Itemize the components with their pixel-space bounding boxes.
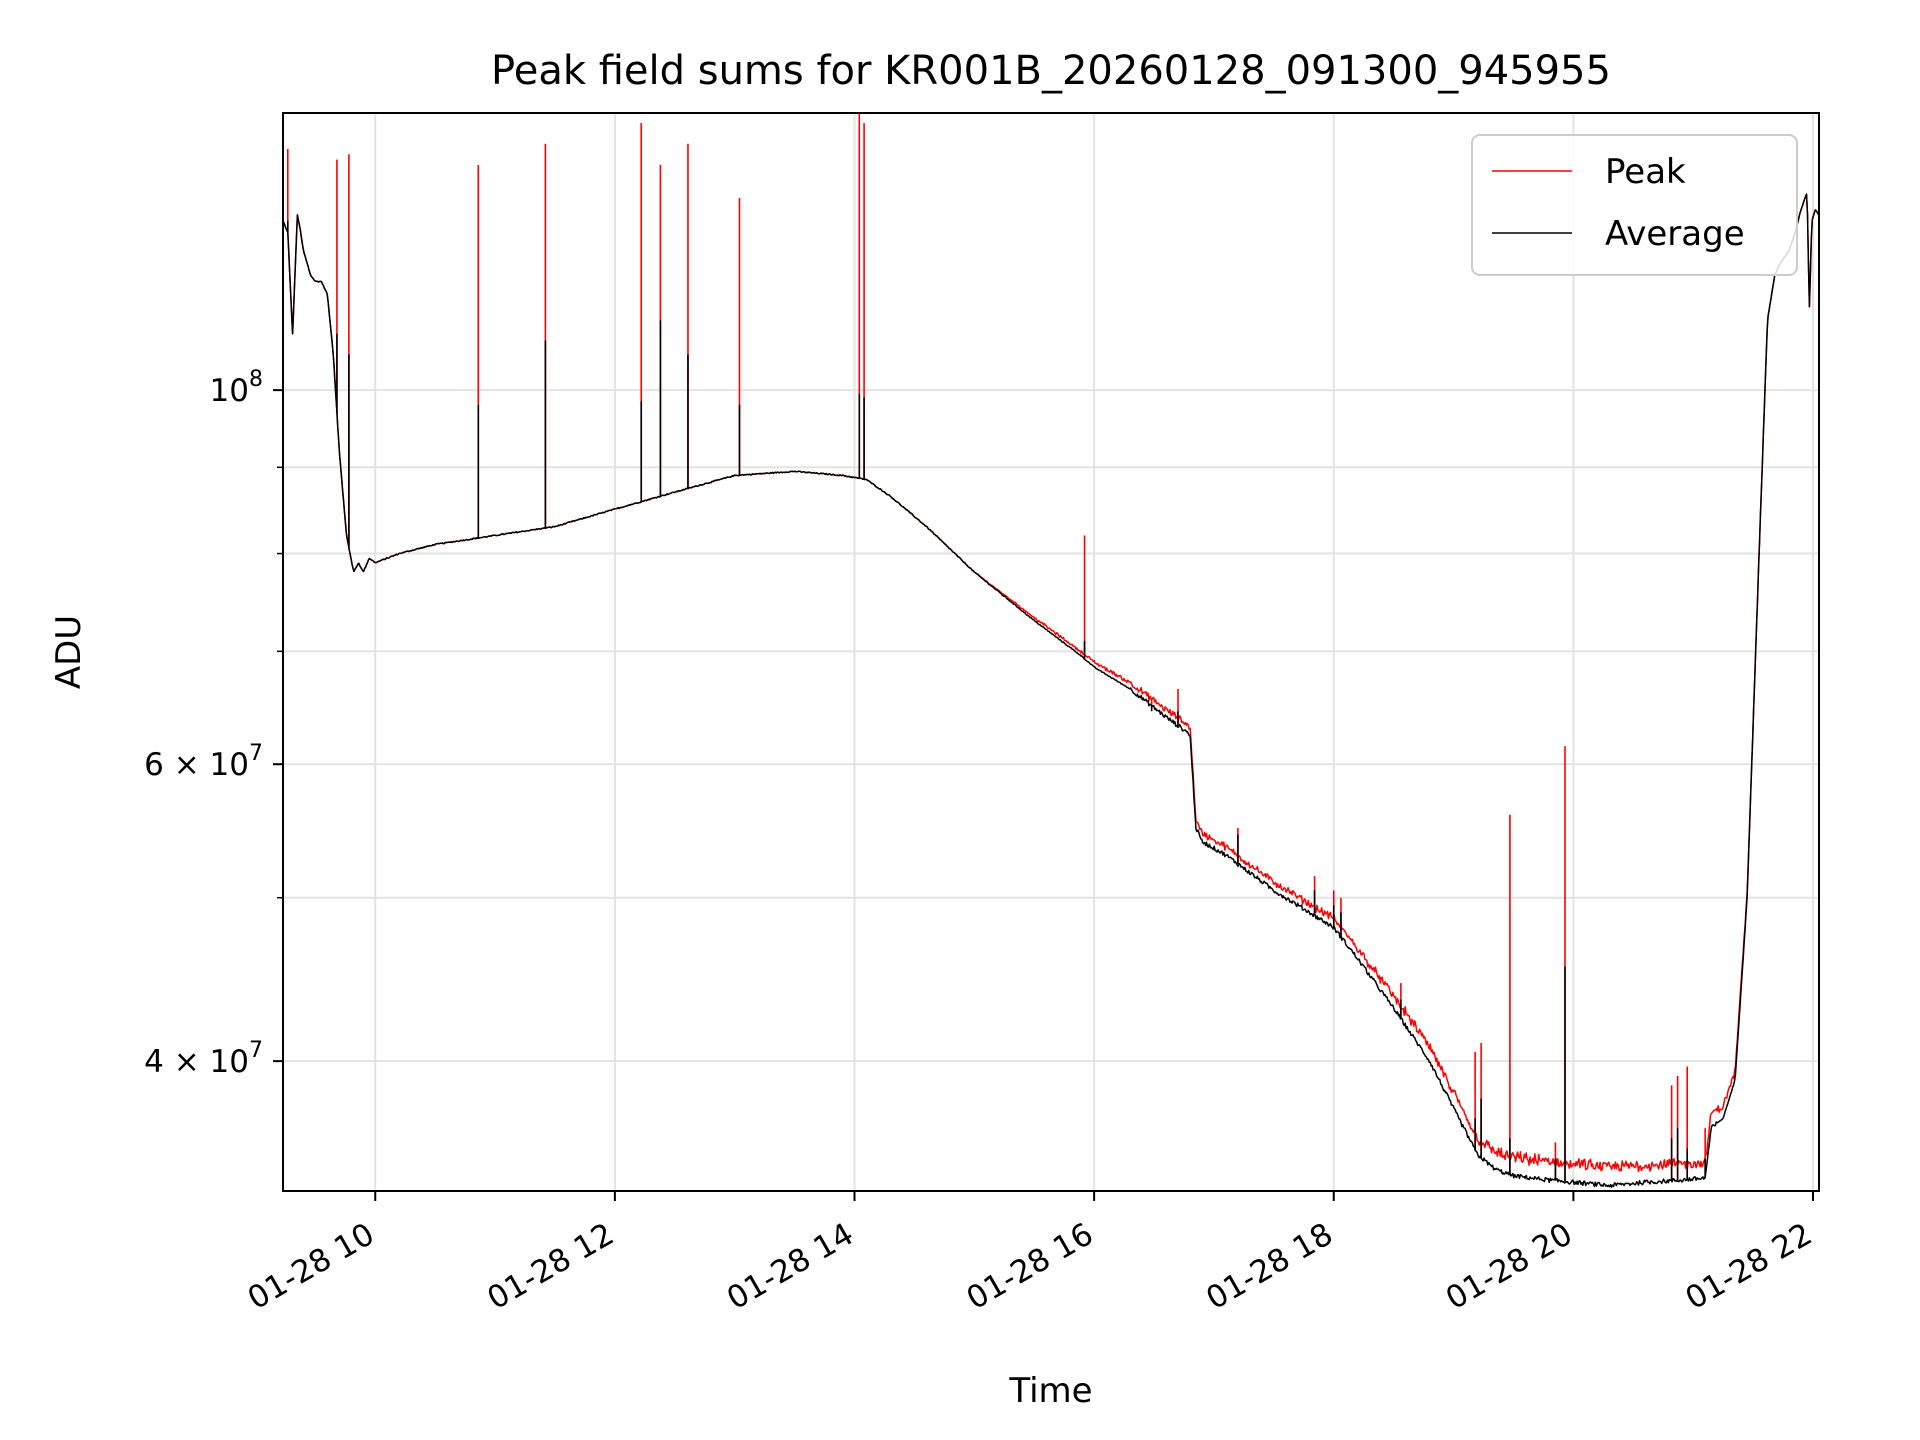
legend-box	[1471, 134, 1798, 276]
y-tick-label: 108	[210, 367, 263, 409]
legend-peak-label: Peak	[1605, 152, 1686, 192]
legend-average-label: Average	[1605, 214, 1745, 254]
chart-title: Peak field sums for KR001B_20260128_0913…	[491, 48, 1611, 94]
grid-lines	[283, 113, 1819, 1191]
average-series-spikes	[286, 220, 1706, 1182]
y-tick-label: 6 × 107	[144, 741, 263, 783]
y-tick-label: 4 × 107	[144, 1038, 263, 1080]
average-series-line	[283, 193, 1819, 1188]
x-axis-label: Time	[1008, 1371, 1092, 1411]
legend: Peak Average	[1471, 134, 1798, 276]
y-axis-label: ADU	[49, 615, 89, 689]
